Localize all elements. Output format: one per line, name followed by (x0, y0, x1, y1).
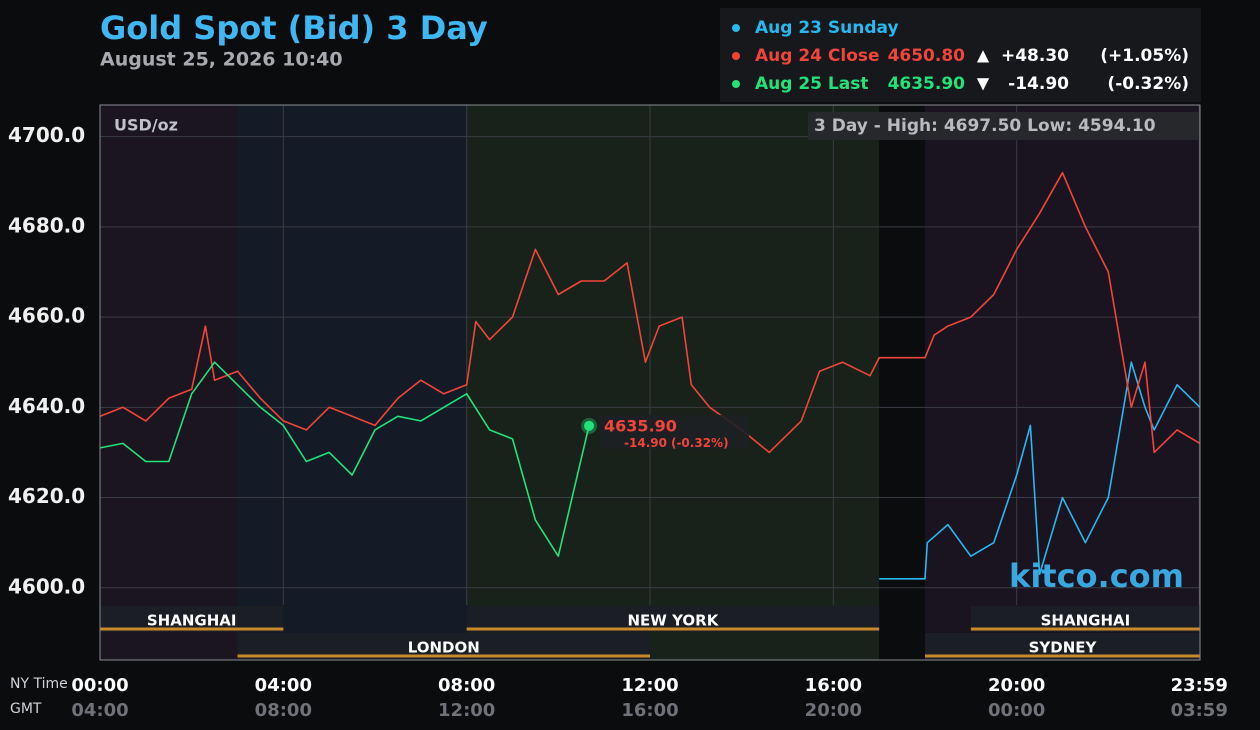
x-tick-label: 08:00 (438, 675, 495, 696)
bands (100, 105, 1200, 660)
x2-tick-label: 20:00 (805, 700, 862, 721)
legend-box (720, 8, 1201, 102)
series-line (99, 361, 590, 557)
legend-value: 4650.80 (888, 46, 966, 66)
x2-tick-label: 16:00 (621, 700, 678, 721)
legend-arrow: ▼ (977, 74, 990, 93)
x2-tick-label: 04:00 (71, 700, 128, 721)
x2-tick-label: 12:00 (438, 700, 495, 721)
legend-change: +48.30 (1001, 46, 1069, 66)
unit-label: USD/oz (114, 116, 178, 135)
session-band (925, 105, 1200, 660)
legend-marker (732, 24, 740, 32)
legend-marker (732, 80, 740, 88)
legend-name: Aug 25 Last (755, 74, 868, 94)
legend-marker (732, 52, 740, 60)
x2-axis-label: GMT (10, 701, 42, 717)
session-label: LONDON (408, 639, 480, 657)
watermark: kitco.com (1009, 557, 1184, 595)
series-line (99, 171, 1201, 454)
last-change-part: (-0.32%) (671, 435, 729, 449)
x-tick-label: 00:00 (71, 675, 128, 696)
y-tick-label: 4640.0 (8, 394, 85, 418)
plot-frame (99, 104, 1201, 661)
range-box (808, 112, 1199, 140)
y-tick-label: 4660.0 (8, 304, 85, 328)
x-axis-label: NY Time (10, 676, 68, 692)
legend-pct: (-0.32%) (1107, 74, 1189, 94)
legend-name: Aug 24 Close (755, 46, 880, 66)
x-tick-label: 12:00 (621, 675, 678, 696)
legend-arrow: ▲ (977, 46, 990, 65)
y-tick-label: 4620.0 (8, 484, 85, 508)
last-change-label: -14.90 (-0.32%) (624, 435, 729, 449)
last-value-label: 4635.90 (604, 416, 677, 435)
x-tick-label: 04:00 (255, 675, 312, 696)
chart-title: Gold Spot (Bid) 3 Day (100, 9, 488, 47)
session-band (237, 105, 467, 660)
range-label: 3 Day - High: 4697.50 Low: 4594.10 (814, 116, 1156, 136)
session-label: NEW YORK (628, 612, 720, 630)
legend-change: -14.90 (1008, 74, 1069, 94)
y-tick-label: 4680.0 (8, 213, 85, 237)
legend-name: Aug 23 Sunday (755, 18, 899, 38)
session-band (466, 105, 880, 660)
session-label: SYDNEY (1029, 639, 1098, 657)
session-band (879, 105, 925, 660)
x-tick-label: 20:00 (988, 675, 1045, 696)
x2-tick-label: 08:00 (255, 700, 312, 721)
x-tick-label: 16:00 (805, 675, 862, 696)
last-point (584, 420, 595, 431)
session-band (100, 105, 238, 660)
x2-tick-label: 03:59 (1171, 700, 1228, 721)
x-tick-label: 23:59 (1171, 675, 1228, 696)
x2-tick-label: 00:00 (988, 700, 1045, 721)
y-tick-label: 4700.0 (8, 123, 85, 147)
last-label-box (599, 414, 750, 449)
last-change-part: -14.90 (624, 435, 667, 449)
legend-value: 4635.90 (888, 74, 966, 94)
session-label: SHANGHAI (1041, 612, 1131, 630)
legend-pct: (+1.05%) (1100, 46, 1189, 66)
y-tick-label: 4600.0 (8, 574, 85, 598)
lines (99, 171, 1201, 580)
session-label: SHANGHAI (147, 612, 237, 630)
series-line (879, 361, 1201, 580)
chart-subtitle: August 25, 2026 10:40 (100, 49, 343, 71)
